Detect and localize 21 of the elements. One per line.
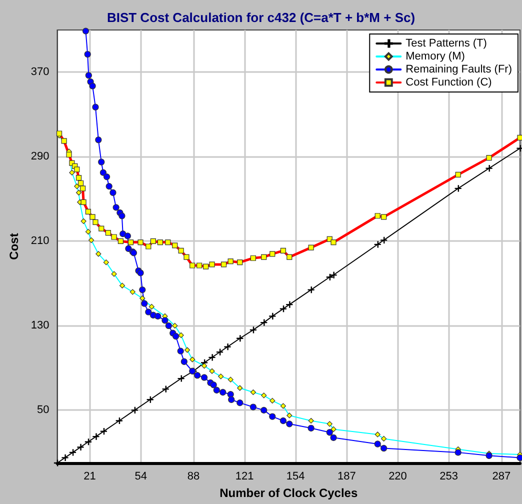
x-tick-label: 253 xyxy=(440,470,458,482)
y-tick-label: 130 xyxy=(30,320,50,332)
y-tick-label: 370 xyxy=(30,66,50,78)
x-tick-label: 21 xyxy=(84,470,96,482)
y-tick-label: 210 xyxy=(30,235,50,248)
y-tick-label: 50 xyxy=(37,404,50,416)
x-tick-label: 187 xyxy=(337,470,356,482)
x-axis-title: Number of Clock Cycles xyxy=(220,486,358,500)
x-tick-label: 220 xyxy=(388,470,407,482)
legend-label: Cost Function (C) xyxy=(406,76,492,88)
y-axis-title: Cost xyxy=(7,233,21,260)
x-tick-label: 287 xyxy=(492,470,511,482)
x-tick-label: 54 xyxy=(134,470,147,482)
legend-label: Remaining Faults (Fr) xyxy=(406,64,512,76)
legend-label: Test Patterns (T) xyxy=(406,38,487,50)
x-tick-label: 88 xyxy=(187,470,200,482)
legend-label: Memory (M) xyxy=(406,50,465,62)
x-tick-label: 154 xyxy=(286,470,305,482)
x-tick-label: 121 xyxy=(235,470,254,482)
chart-title: BIST Cost Calculation for c432 (C=a*T + b*M + Sc) xyxy=(106,10,416,25)
y-tick-label: 290 xyxy=(30,150,50,163)
